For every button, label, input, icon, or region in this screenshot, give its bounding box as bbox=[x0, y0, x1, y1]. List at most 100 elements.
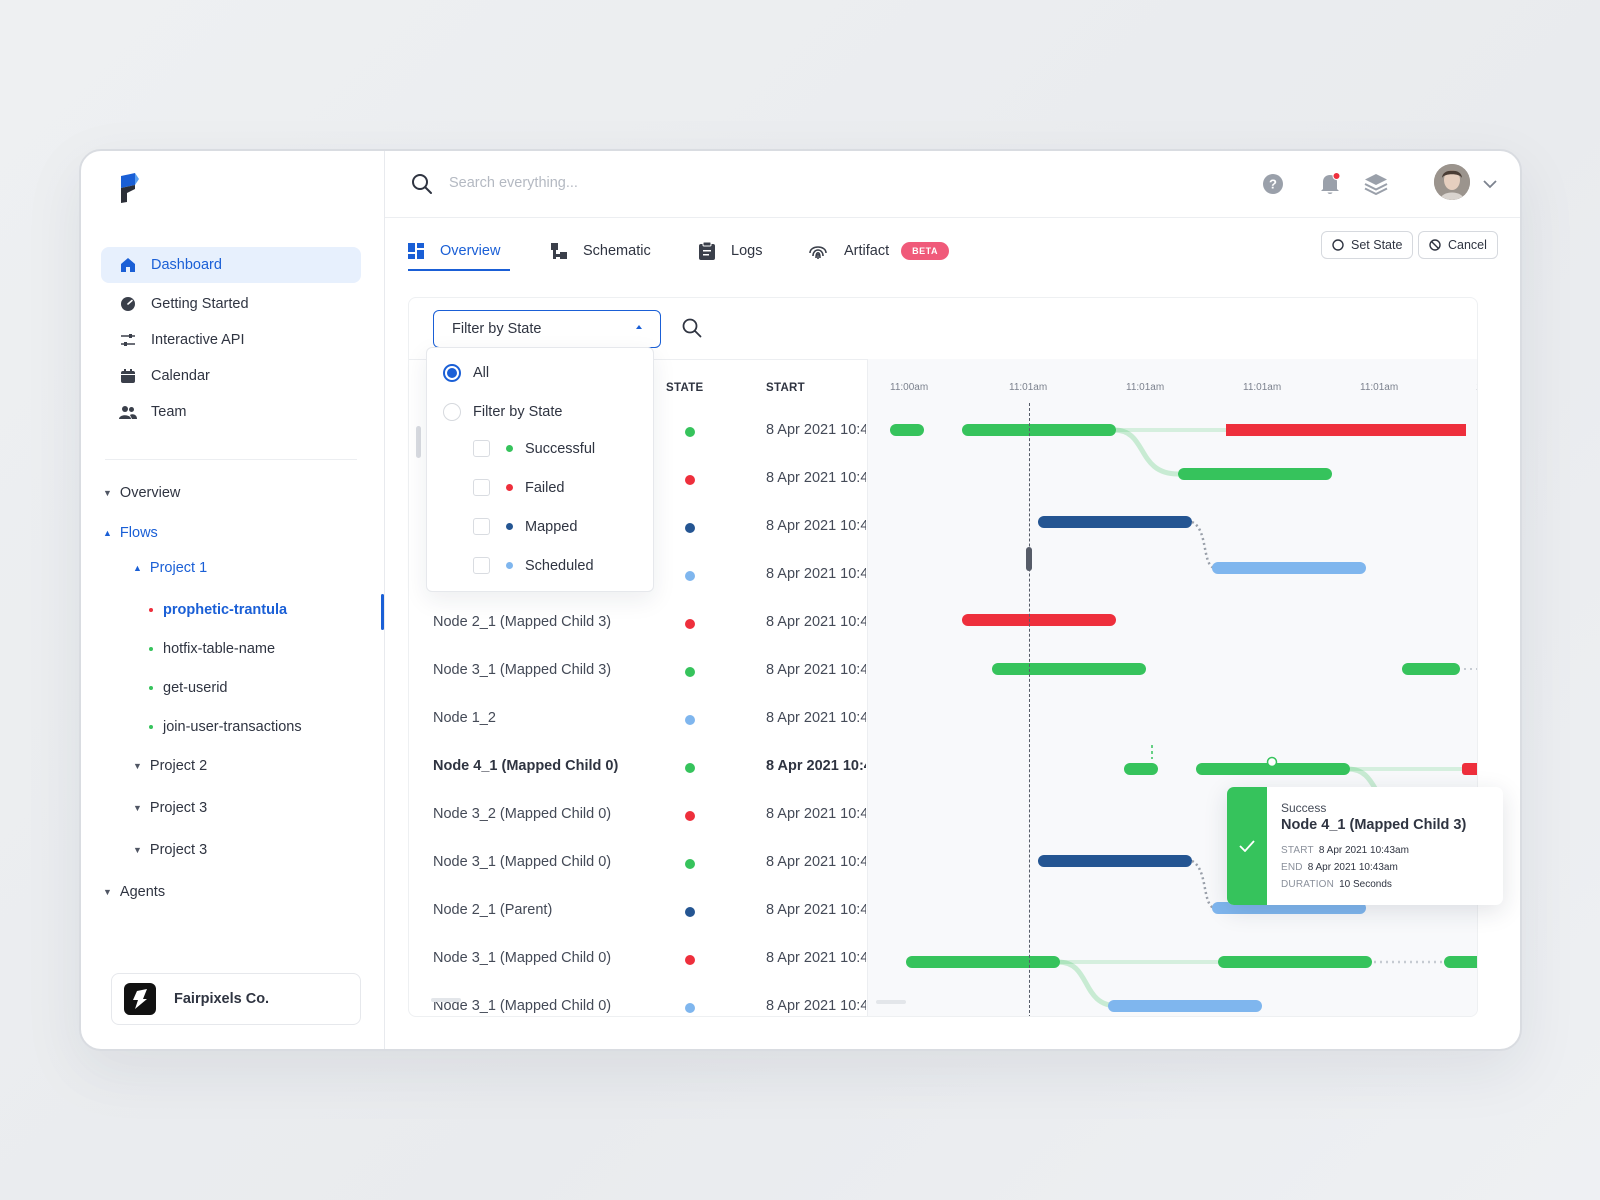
flow-label: join-user-transactions bbox=[163, 719, 302, 735]
table-row[interactable]: Node 3_1 (Mapped Child 0) 8 Apr 2021 10:4… bbox=[409, 840, 867, 888]
tree-label: Project 3 bbox=[149, 800, 208, 816]
radio-unchecked[interactable] bbox=[443, 403, 461, 421]
time-tick: 11:00am bbox=[890, 382, 929, 393]
table-row[interactable]: Node 3_1 (Mapped Child 0) 8 Apr 2021 10:4… bbox=[409, 936, 867, 984]
sidebar-item-team[interactable]: Team bbox=[101, 394, 361, 430]
svg-text:?: ? bbox=[1269, 177, 1277, 192]
select-label: Filter by State bbox=[452, 321, 542, 337]
caret-down-icon: ▼ bbox=[133, 845, 142, 855]
table-scrollbar[interactable] bbox=[431, 998, 461, 1002]
tooltip-value: 8 Apr 2021 10:43am bbox=[1307, 862, 1398, 873]
table-row[interactable]: Node 3_1 (Mapped Child 0) 8 Apr 2021 10:4… bbox=[409, 984, 867, 1016]
table-row[interactable]: Node 3_2 (Mapped Child 0) 8 Apr 2021 10:4… bbox=[409, 792, 867, 840]
gantt-timeline[interactable]: 11:00am 11:01am 11:01am 11:01am 11:01am … bbox=[867, 359, 1477, 1016]
table-row[interactable]: Node 2_1 (Parent) 8 Apr 2021 10:43am bbox=[409, 888, 867, 936]
table-row[interactable]: Node 4_1 (Mapped Child 0) 8 Apr 2021 10:4… bbox=[409, 744, 867, 792]
sliders-icon bbox=[119, 331, 137, 349]
current-time-handle[interactable] bbox=[1026, 547, 1032, 571]
checkbox[interactable] bbox=[473, 479, 490, 496]
tree-label: Project 3 bbox=[149, 842, 208, 858]
task-start: 8 Apr 2021 10:43am bbox=[766, 614, 866, 630]
radio-checked[interactable] bbox=[443, 364, 461, 382]
checkbox[interactable] bbox=[473, 518, 490, 535]
filter-option-mapped[interactable]: Mapped bbox=[473, 518, 577, 535]
bar-mapped bbox=[1038, 516, 1192, 528]
sidebar-item-getting-started[interactable]: Getting Started bbox=[101, 286, 361, 322]
cancel-button[interactable]: Cancel bbox=[1418, 231, 1498, 259]
bar-success bbox=[1124, 763, 1158, 775]
table-row[interactable]: 8 Apr 2021 10:43am bbox=[409, 408, 867, 456]
filter-option-scheduled[interactable]: Scheduled bbox=[473, 557, 594, 574]
tree-overview[interactable]: ▼ Overview bbox=[103, 485, 180, 501]
table-row[interactable]: 8 Apr 2021 10:43am bbox=[409, 552, 867, 600]
time-tick: 11:01am bbox=[1360, 382, 1399, 393]
task-start: 8 Apr 2021 10:43am bbox=[766, 566, 866, 582]
filter-by-state-select[interactable]: Filter by State bbox=[433, 310, 661, 348]
chevron-down-icon[interactable] bbox=[1478, 172, 1502, 196]
sidebar-divider bbox=[105, 459, 357, 460]
tab-overview[interactable]: Overview bbox=[408, 229, 500, 273]
tree-project-1[interactable]: ▲ Project 1 bbox=[133, 560, 207, 576]
checkbox[interactable] bbox=[473, 440, 490, 457]
tree-project-3b[interactable]: ▼ Project 3 bbox=[133, 842, 207, 858]
tree-label: Flows bbox=[119, 525, 158, 541]
bar-success bbox=[1178, 468, 1332, 480]
search-icon[interactable] bbox=[682, 318, 702, 343]
table-row[interactable]: 8 Apr 2021 10:43am bbox=[409, 504, 867, 552]
task-start: 8 Apr 2021 10:43am bbox=[766, 518, 866, 534]
caret-up-icon bbox=[636, 325, 642, 329]
filter-option-failed[interactable]: Failed bbox=[473, 479, 565, 496]
search-icon[interactable] bbox=[411, 173, 433, 200]
table-row[interactable]: Node 3_1 (Mapped Child 3) 8 Apr 2021 10:4… bbox=[409, 648, 867, 696]
current-time-line bbox=[1029, 403, 1030, 1016]
sidebar-item-dashboard[interactable]: Dashboard bbox=[101, 247, 361, 283]
avatar[interactable] bbox=[1434, 164, 1470, 200]
checkbox[interactable] bbox=[473, 557, 490, 574]
help-icon[interactable]: ? bbox=[1261, 172, 1285, 196]
layers-icon[interactable] bbox=[1364, 172, 1388, 196]
task-start: 8 Apr 2021 10:43am bbox=[766, 950, 866, 966]
status-dot bbox=[149, 647, 153, 651]
flow-item-hotfix-table-name[interactable]: hotfix-table-name bbox=[149, 641, 275, 657]
tooltip-value: 8 Apr 2021 10:43am bbox=[1318, 845, 1409, 856]
filter-option-by-state[interactable]: Filter by State bbox=[443, 403, 562, 421]
org-switcher[interactable]: Fairpixels Co. bbox=[111, 973, 361, 1025]
table-row[interactable]: 8 Apr 2021 10:43am bbox=[409, 456, 867, 504]
table-row[interactable]: Node 2_1 (Mapped Child 3) 8 Apr 2021 10:4… bbox=[409, 600, 867, 648]
tree-project-3[interactable]: ▼ Project 3 bbox=[133, 800, 207, 816]
task-start: 8 Apr 2021 10:43am bbox=[766, 854, 866, 870]
column-header-start: START bbox=[766, 382, 805, 394]
tab-artifact[interactable]: Artifact BETA bbox=[808, 229, 949, 273]
caret-down-icon: ▼ bbox=[103, 887, 112, 897]
caret-up-icon: ▲ bbox=[133, 563, 142, 573]
state-dot bbox=[685, 907, 695, 917]
flow-item-prophetic-trantula[interactable]: prophetic-trantula bbox=[149, 602, 287, 618]
set-state-button[interactable]: Set State bbox=[1321, 231, 1414, 259]
filter-option-all[interactable]: All bbox=[443, 364, 489, 382]
sidebar-item-calendar[interactable]: Calendar bbox=[101, 358, 361, 394]
bar-success bbox=[890, 424, 924, 436]
search-input[interactable] bbox=[449, 169, 949, 197]
tree-flows[interactable]: ▲ Flows bbox=[103, 525, 158, 541]
tree-project-2[interactable]: ▼ Project 2 bbox=[133, 758, 207, 774]
filter-option-successful[interactable]: Successful bbox=[473, 440, 595, 457]
flow-item-join-user-transactions[interactable]: join-user-transactions bbox=[149, 719, 302, 735]
home-icon bbox=[119, 256, 137, 274]
column-header-state: STATE bbox=[666, 382, 704, 394]
flow-label: hotfix-table-name bbox=[163, 641, 276, 657]
logs-icon bbox=[699, 242, 715, 260]
task-start: 8 Apr 2021 10:43am bbox=[766, 710, 866, 726]
timeline-scrollbar[interactable] bbox=[876, 1000, 906, 1004]
tab-schematic[interactable]: Schematic bbox=[551, 229, 651, 273]
filter-dropdown-menu: All Filter by State Successful Failed Ma… bbox=[426, 347, 654, 592]
sidebar-item-interactive-api[interactable]: Interactive API bbox=[101, 322, 361, 358]
bell-icon[interactable] bbox=[1318, 172, 1342, 196]
flow-item-get-userid[interactable]: get-userid bbox=[149, 680, 227, 696]
circle-icon bbox=[1332, 239, 1344, 251]
tree-agents[interactable]: ▼ Agents bbox=[103, 884, 165, 900]
app-logo[interactable] bbox=[117, 173, 141, 203]
scrollbar-thumb[interactable] bbox=[416, 426, 421, 458]
tab-logs[interactable]: Logs bbox=[699, 229, 762, 273]
table-row[interactable]: Node 1_2 8 Apr 2021 10:43am bbox=[409, 696, 867, 744]
tree-label: Overview bbox=[119, 485, 181, 501]
